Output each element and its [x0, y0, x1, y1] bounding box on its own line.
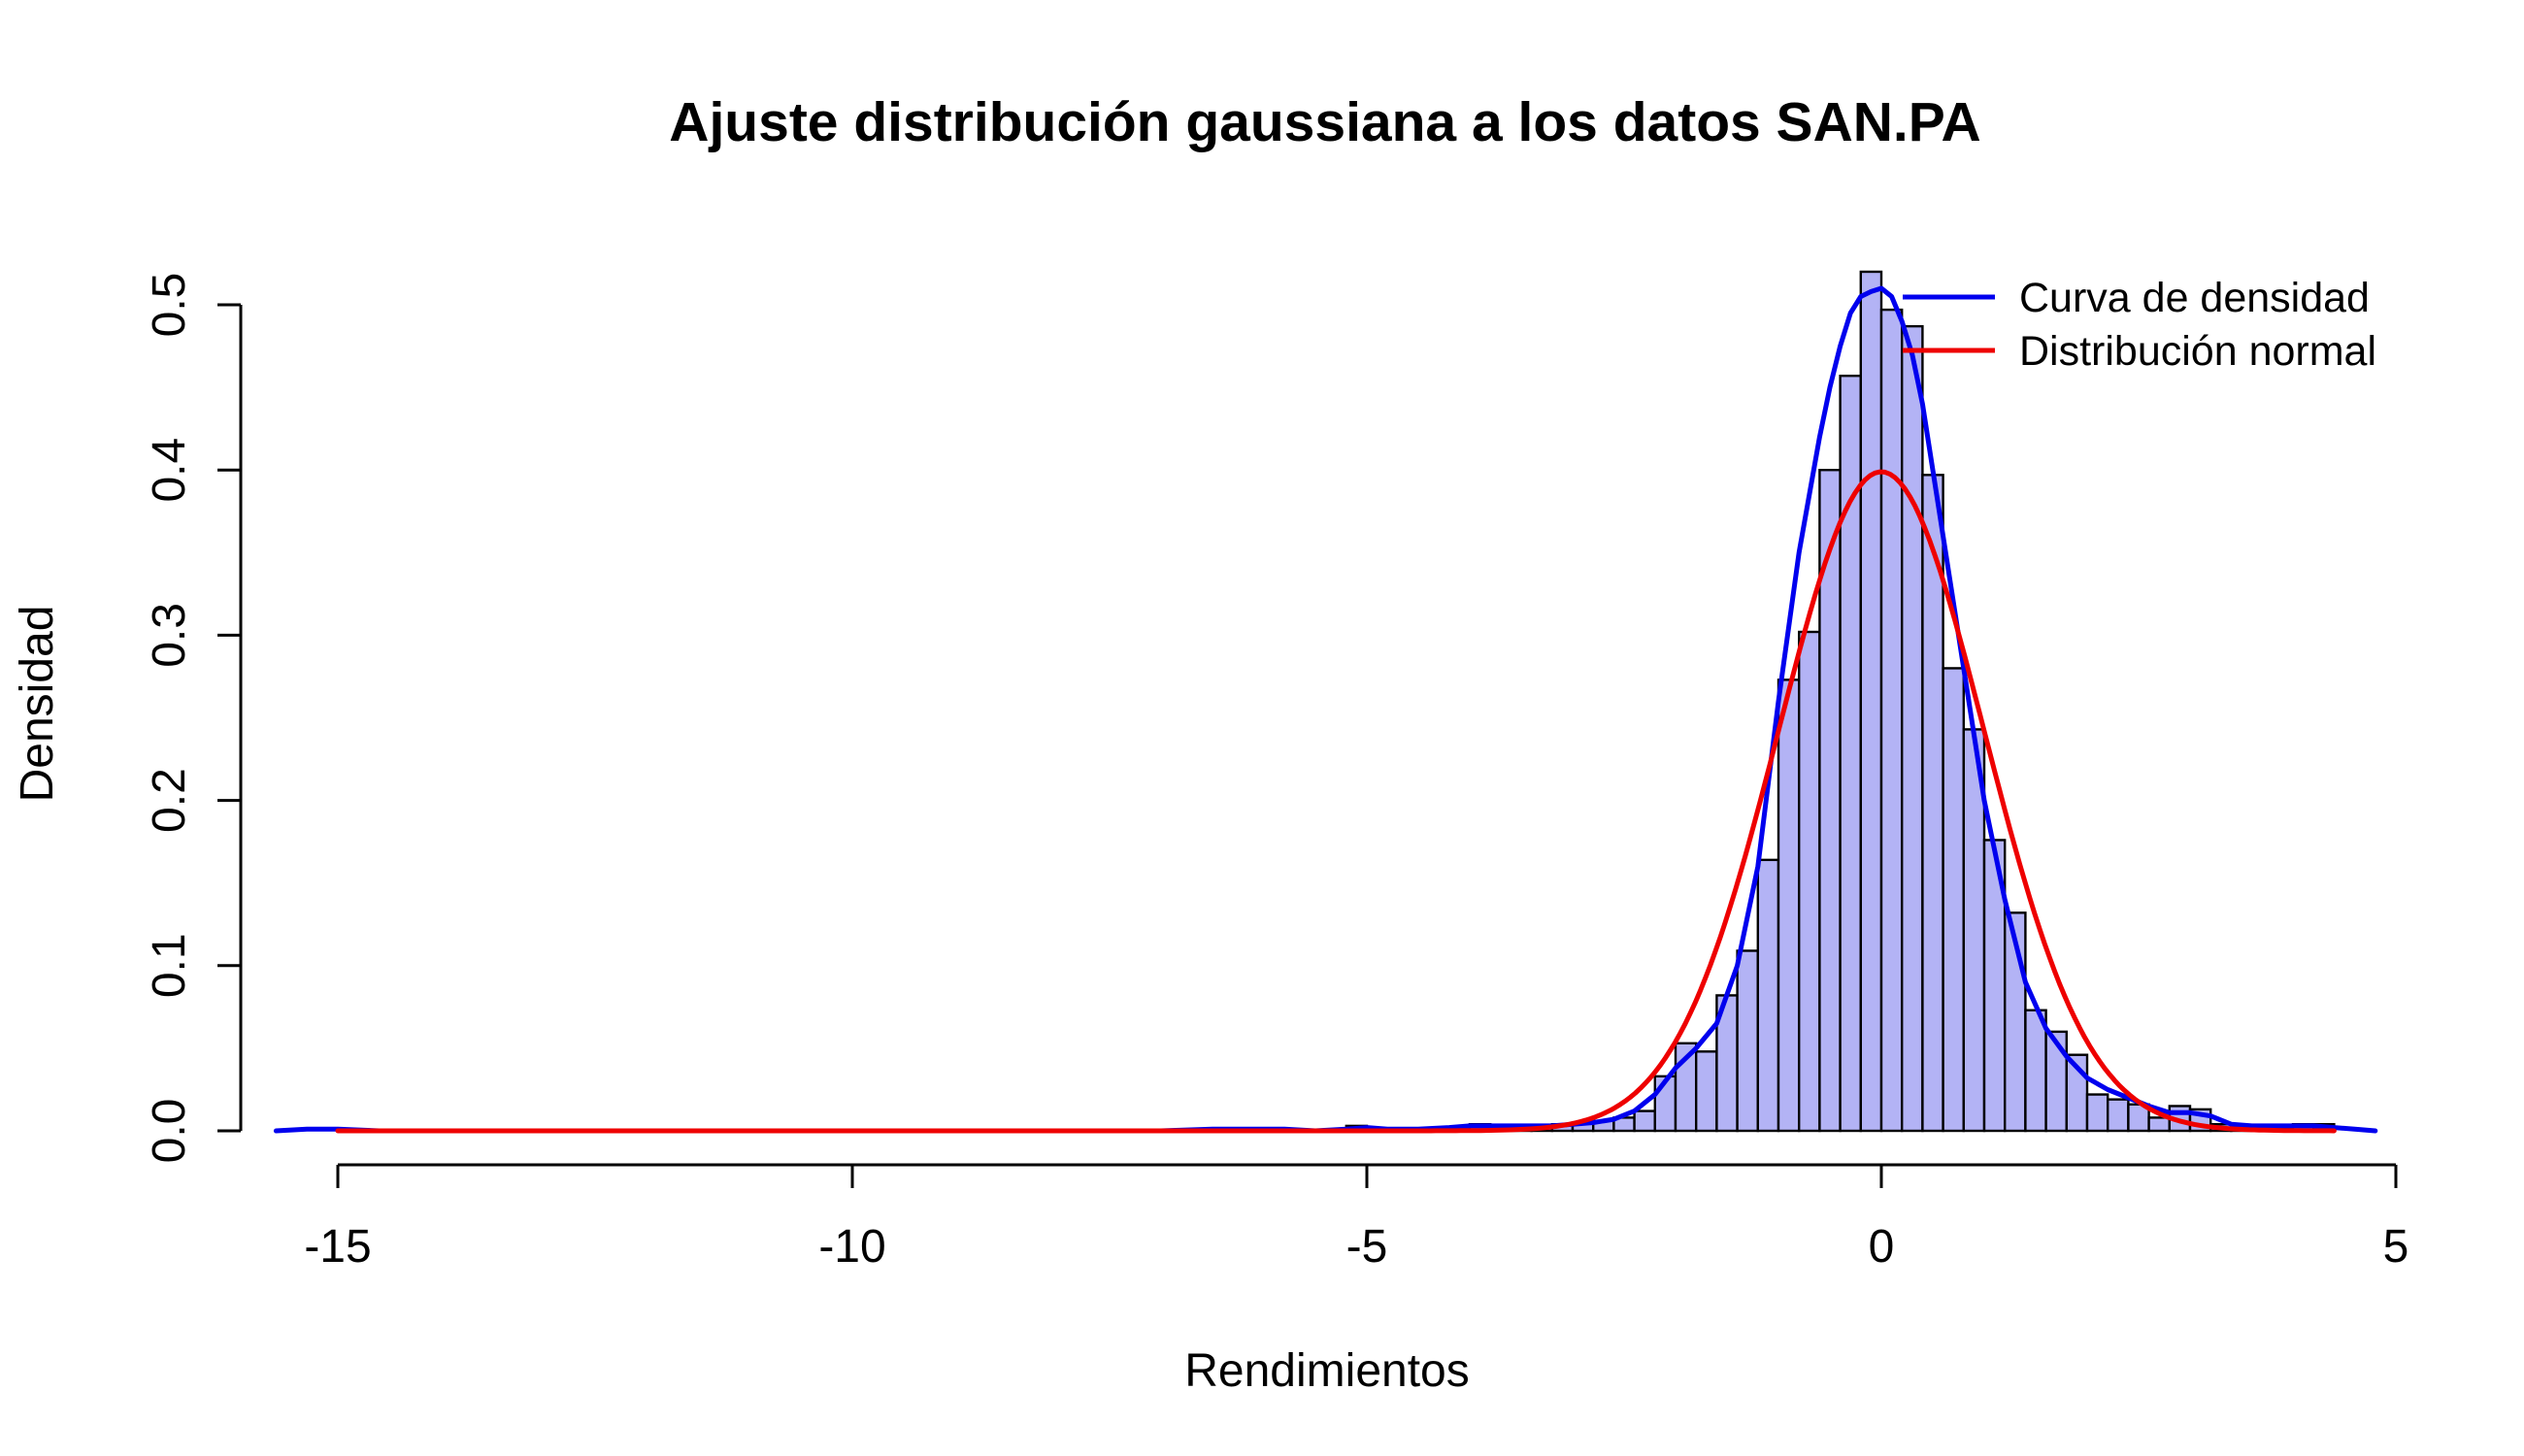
y-tick-label: 0.2 [144, 768, 195, 833]
histogram-bar [2106, 1098, 2130, 1133]
legend-entry: Curva de densidad [2019, 275, 2370, 321]
histogram-bar [1756, 858, 1780, 1133]
curves [273, 285, 2378, 1134]
axes: -15 -10 -5 0 5 0.0 0.1 0.2 0.3 0.4 0.5 [144, 273, 2408, 1273]
histogram-bars [1345, 270, 2336, 1133]
histogram-bar [1777, 678, 1801, 1133]
y-tick-label: 0.4 [144, 438, 195, 503]
chart-title: Ajuste distribución gaussiana a los dato… [669, 91, 1980, 153]
histogram-bar [1859, 270, 1883, 1133]
histogram-bar [2085, 1093, 2109, 1133]
x-tick-label: 0 [1869, 1221, 1895, 1273]
x-tick-label: -5 [1346, 1221, 1388, 1273]
histogram-bar [1633, 1109, 1656, 1133]
x-tick-label: 5 [2383, 1221, 2409, 1273]
legend: Curva de densidad Distribución normal [1903, 275, 2376, 375]
normal-curve [335, 469, 2337, 1134]
density-curve [273, 285, 2378, 1134]
histogram-bar [2044, 1030, 2069, 1133]
y-tick-label: 0.1 [144, 933, 195, 998]
histogram-bar [1879, 308, 1904, 1133]
histogram-bar [1900, 324, 1924, 1133]
x-tick-label: -15 [304, 1221, 371, 1273]
y-tick-label: 0.5 [144, 273, 195, 338]
x-tick-label: -10 [818, 1221, 885, 1273]
histogram-bar [2147, 1116, 2172, 1133]
y-tick-label: 0.0 [144, 1099, 195, 1164]
histogram-bar [1942, 667, 1965, 1133]
legend-entry: Distribución normal [2019, 328, 2376, 375]
histogram-bar [1736, 949, 1759, 1133]
histogram-bar [1797, 630, 1821, 1133]
y-tick-label: 0.3 [144, 603, 195, 668]
y-axis-label: Densidad [12, 606, 63, 803]
histogram-bar [1694, 1050, 1718, 1133]
histogram-bar [2024, 1009, 2047, 1133]
x-axis-label: Rendimientos [1184, 1345, 1469, 1397]
